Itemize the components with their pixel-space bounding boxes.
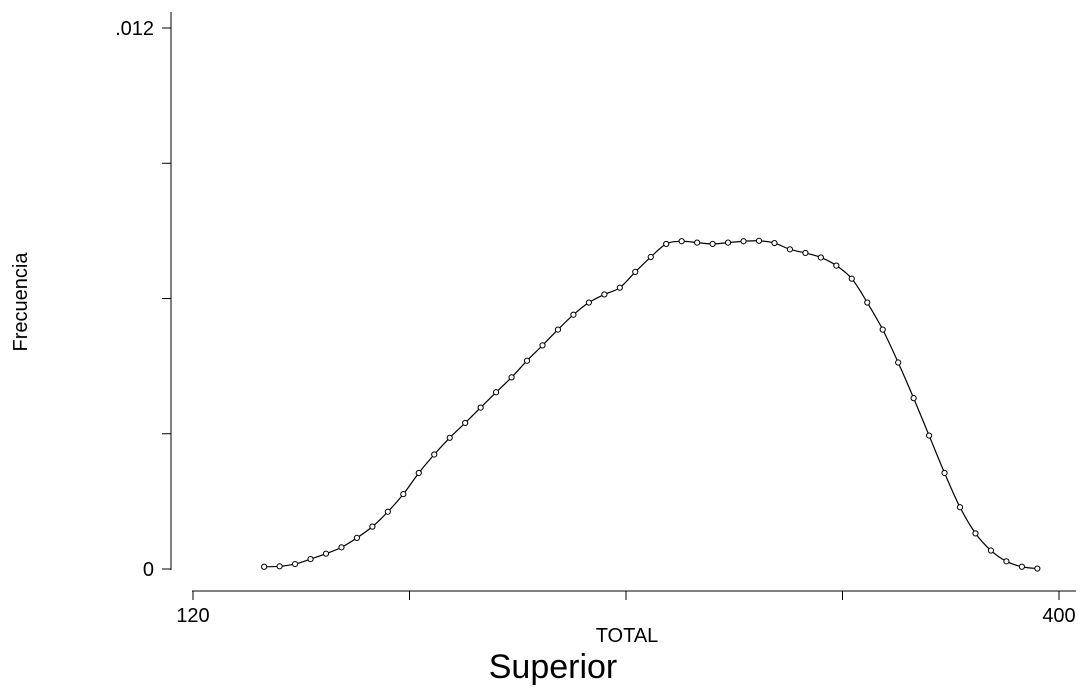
data-point [941,469,948,477]
data-point [508,374,515,381]
data-point [848,275,855,282]
data-point [616,284,623,291]
data-point [647,253,654,261]
data-point [864,299,871,306]
data-point [446,434,453,441]
data-point [307,555,314,563]
data-point [353,534,361,541]
data-point [570,311,577,318]
data-point [786,246,794,253]
data-point [415,469,422,477]
data-point [322,550,330,557]
data-point [755,237,763,244]
data-point [585,299,592,306]
data-point [817,254,824,261]
data-point [724,239,732,246]
data-point [926,432,933,439]
data-point [400,491,407,498]
chart-title: Superior [489,648,618,686]
data-point [895,359,902,366]
x-tick-label: 120 [176,605,209,627]
data-point [384,508,391,515]
data-point [601,291,608,298]
data-point [678,238,685,245]
data-point [833,262,840,269]
y-tick-label: .012 [115,18,154,40]
data-point [740,238,747,245]
data-point [972,530,979,537]
y-tick-label: 0 [143,559,154,581]
data-point [338,544,345,551]
x-axis-title: TOTAL [596,625,659,647]
data-point [477,404,484,411]
data-point [956,504,964,511]
data-point [493,389,500,396]
data-point [709,240,716,248]
data-point [1034,565,1041,572]
data-point [879,326,886,333]
data-point [291,560,299,568]
data-point [910,395,917,402]
data-point [369,523,376,530]
density-line [264,240,1038,570]
data-point [261,563,268,570]
data-point [1018,563,1025,570]
data-point [1003,558,1010,565]
data-point [523,357,531,364]
data-point [276,563,283,570]
data-point [554,326,562,333]
data-point [802,249,809,257]
data-point [462,419,469,427]
data-point [663,240,670,248]
data-point [771,239,778,247]
x-tick-label: 400 [1042,605,1075,627]
data-point [431,451,438,458]
data-point [694,239,701,246]
data-point [632,268,639,276]
data-point [987,547,995,554]
y-axis-title: Frecuencia [10,252,32,352]
data-point [539,342,546,349]
